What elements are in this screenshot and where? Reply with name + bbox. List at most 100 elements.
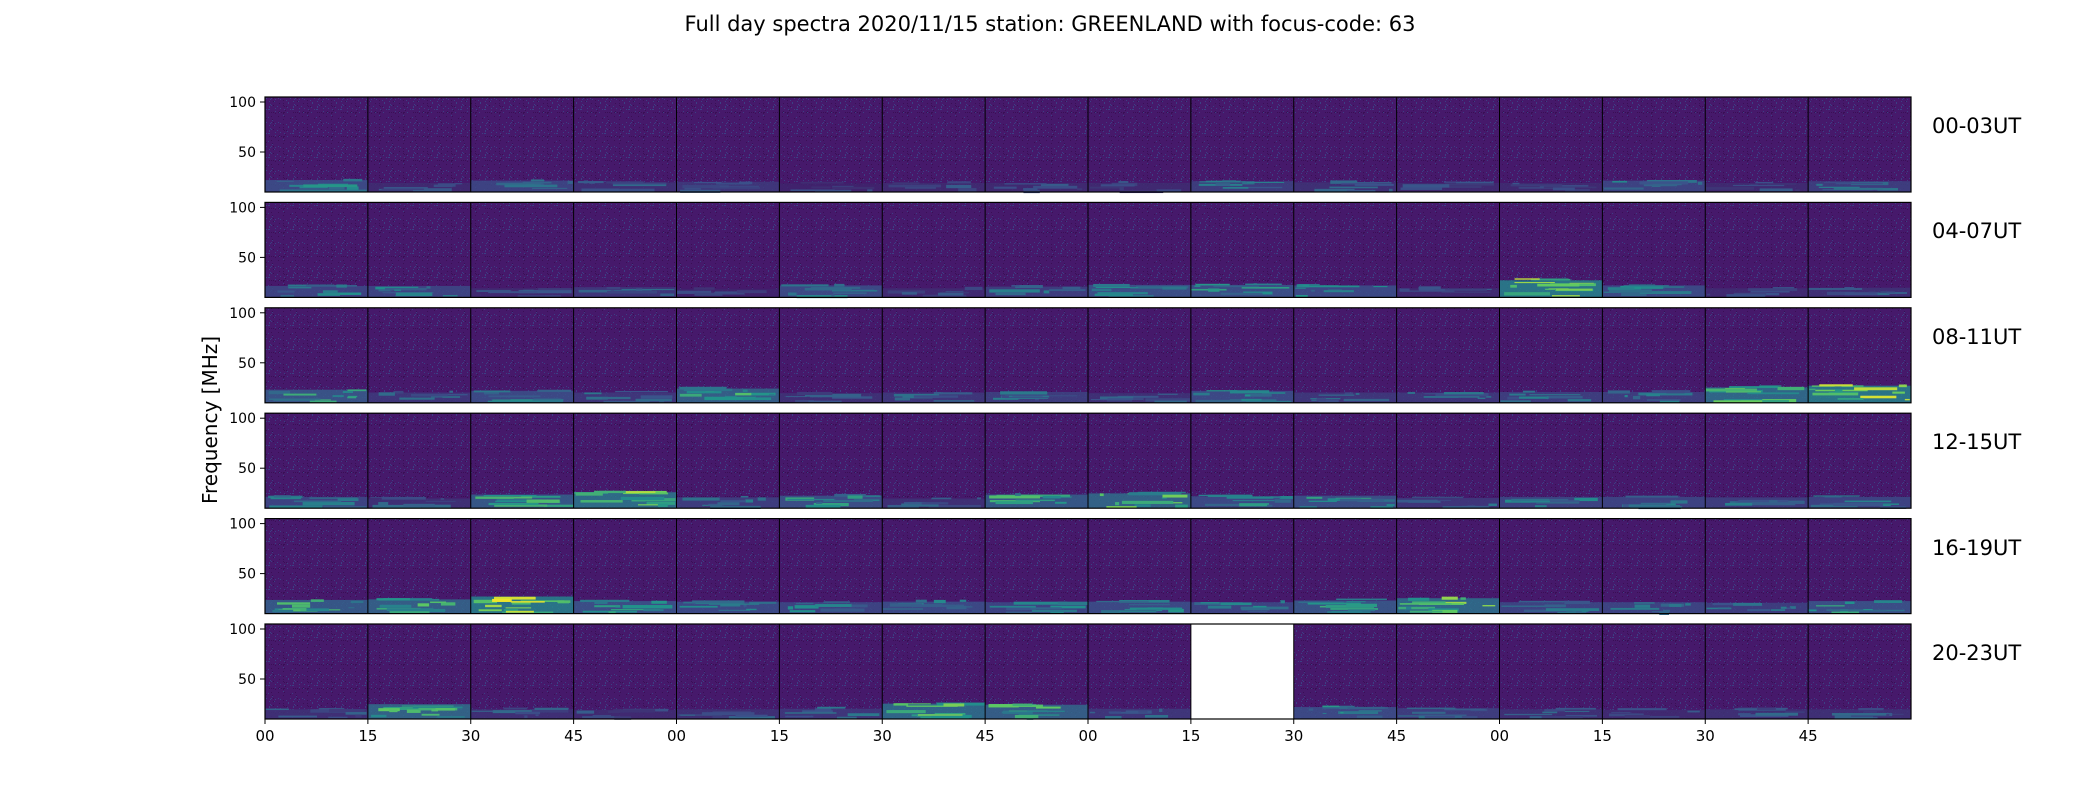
emission-streak <box>483 391 500 395</box>
emission-streak <box>622 491 656 493</box>
emission-streak <box>1624 714 1651 719</box>
emission-streak <box>1118 181 1129 184</box>
emission-streak <box>293 500 342 503</box>
emission-streak <box>759 716 774 719</box>
emission-streak <box>804 287 852 291</box>
emission-streak <box>742 389 748 392</box>
emission-streak <box>643 609 664 612</box>
emission-streak <box>494 596 536 600</box>
emission-streak <box>378 392 395 396</box>
emission-streak <box>692 600 745 604</box>
emission-streak <box>693 287 715 290</box>
emission-streak <box>518 290 572 294</box>
emission-streak <box>1809 388 1816 391</box>
emission-streak <box>1819 384 1853 387</box>
emission-streak <box>1536 502 1580 504</box>
emission-streak <box>328 716 348 718</box>
emission-streak <box>1732 184 1785 187</box>
emission-streak <box>1096 600 1149 603</box>
emission-streak <box>1026 710 1065 712</box>
emission-streak <box>1622 504 1669 508</box>
emission-streak <box>833 292 867 295</box>
y-tick-label: 100 <box>229 200 256 216</box>
emission-streak <box>1808 288 1863 290</box>
emission-streak <box>1089 711 1095 714</box>
emission-streak <box>1435 499 1452 502</box>
emission-streak <box>1267 504 1273 507</box>
x-tick-label: 15 <box>770 727 789 745</box>
emission-streak <box>789 610 816 613</box>
emission-streak <box>345 711 367 715</box>
emission-streak <box>1105 716 1122 719</box>
emission-streak <box>1831 611 1859 614</box>
x-tick-label: 30 <box>1696 727 1715 745</box>
emission-streak <box>989 289 1040 293</box>
emission-streak <box>1880 291 1895 293</box>
emission-streak <box>1834 389 1843 393</box>
emission-band <box>1396 497 1500 509</box>
emission-streak <box>389 610 430 614</box>
emission-streak <box>384 287 427 291</box>
emission-streak <box>488 291 538 294</box>
emission-streak <box>521 294 545 298</box>
emission-streak <box>708 503 725 506</box>
emission-streak <box>1280 600 1285 604</box>
emission-streak <box>1780 606 1787 609</box>
emission-streak <box>278 715 318 718</box>
emission-band <box>573 182 677 192</box>
emission-streak <box>1400 187 1443 190</box>
emission-streak <box>720 500 746 503</box>
emission-streak <box>1295 287 1306 289</box>
emission-streak <box>639 492 668 495</box>
emission-band <box>367 286 471 298</box>
y-tick-label: 50 <box>238 250 256 266</box>
emission-band <box>573 709 677 719</box>
x-tick-label: 45 <box>976 727 995 745</box>
emission-streak <box>1213 285 1260 288</box>
emission-streak <box>1108 295 1154 298</box>
emission-streak <box>606 181 644 184</box>
emission-streak <box>1241 607 1270 611</box>
emission-streak <box>347 389 367 392</box>
emission-streak <box>1834 715 1874 719</box>
emission-streak <box>1510 284 1517 288</box>
emission-streak <box>1725 391 1761 393</box>
emission-streak <box>1409 610 1443 613</box>
emission-streak <box>399 397 435 400</box>
emission-streak <box>1437 395 1492 398</box>
emission-streak <box>959 599 967 602</box>
emission-streak <box>1564 710 1590 712</box>
emission-streak <box>1298 601 1344 604</box>
emission-streak <box>1813 495 1860 497</box>
emission-streak <box>936 392 973 395</box>
emission-streak <box>1338 711 1379 714</box>
emission-streak <box>1000 391 1048 395</box>
emission-streak <box>1523 609 1567 613</box>
emission-streak <box>1442 506 1468 509</box>
emission-streak <box>615 606 621 608</box>
emission-streak <box>1477 397 1486 399</box>
emission-streak <box>718 609 751 612</box>
emission-streak <box>1388 188 1393 192</box>
emission-streak <box>283 393 317 396</box>
emission-streak <box>1697 181 1703 185</box>
emission-streak <box>719 185 759 187</box>
emission-streak <box>603 400 650 403</box>
emission-streak <box>977 497 981 500</box>
emission-streak <box>1871 609 1905 612</box>
emission-streak <box>1634 604 1651 608</box>
emission-streak <box>268 390 291 395</box>
emission-streak <box>1623 285 1669 287</box>
emission-streak <box>814 708 832 711</box>
emission-streak <box>488 395 541 398</box>
emission-streak <box>417 603 430 607</box>
emission-streak <box>1156 610 1163 612</box>
y-tick-label: 50 <box>238 672 256 688</box>
x-tick-label: 45 <box>1387 727 1406 745</box>
emission-streak <box>530 179 545 182</box>
emission-streak <box>435 708 455 711</box>
emission-streak <box>537 389 572 392</box>
emission-streak <box>1035 706 1061 709</box>
emission-streak <box>594 605 621 608</box>
emission-streak <box>1327 611 1371 613</box>
